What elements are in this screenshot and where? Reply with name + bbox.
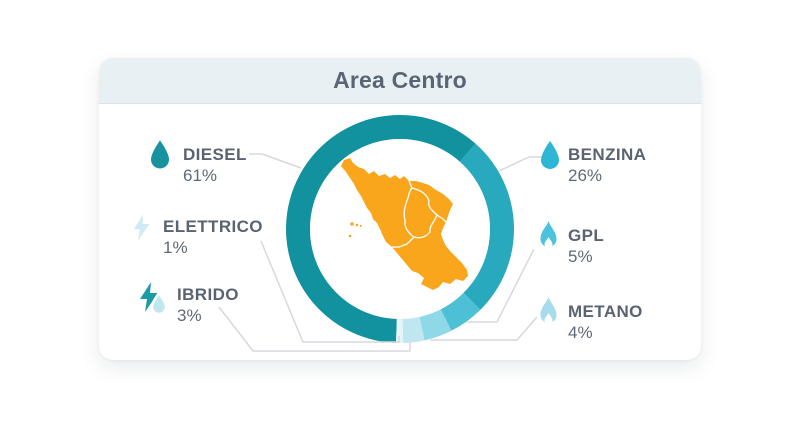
legend-item-metano[interactable]: METANO 4% — [536, 296, 643, 343]
legend-value: 26% — [568, 166, 603, 185]
legend-value: 5% — [568, 247, 593, 266]
legend-label: DIESEL — [183, 145, 247, 164]
donut-segment-diesel[interactable] — [286, 114, 476, 343]
legend-label: BENZINA — [568, 145, 647, 164]
legend-item-gpl[interactable]: GPL 5% — [536, 220, 604, 267]
legend-item-diesel[interactable]: DIESEL 61% — [148, 138, 247, 186]
legend-item-elettrico[interactable]: ELETTRICO 1% — [131, 212, 263, 258]
bolt-icon — [133, 214, 150, 241]
flame-icon — [540, 297, 557, 325]
bolt-drop-icon — [140, 282, 168, 315]
legend-value: 4% — [568, 323, 593, 342]
legend-value: 61% — [183, 166, 218, 185]
flame-icon — [540, 221, 557, 249]
legend-label: METANO — [568, 302, 643, 321]
legend-label: IBRIDO — [177, 285, 239, 304]
legend-item-ibrido[interactable]: IBRIDO 3% — [138, 281, 239, 326]
card-header: Area Centro — [99, 58, 701, 104]
legend-value: 3% — [177, 306, 202, 325]
legend-label: ELETTRICO — [163, 217, 263, 236]
drop-icon — [151, 140, 169, 169]
card-title: Area Centro — [333, 67, 467, 93]
donut-segment-elettrico[interactable] — [396, 318, 404, 344]
legend-label: GPL — [568, 226, 605, 245]
legend-value: 1% — [163, 238, 188, 257]
drop-icon — [541, 141, 559, 169]
legend-item-benzina[interactable]: BENZINA 26% — [538, 139, 646, 186]
